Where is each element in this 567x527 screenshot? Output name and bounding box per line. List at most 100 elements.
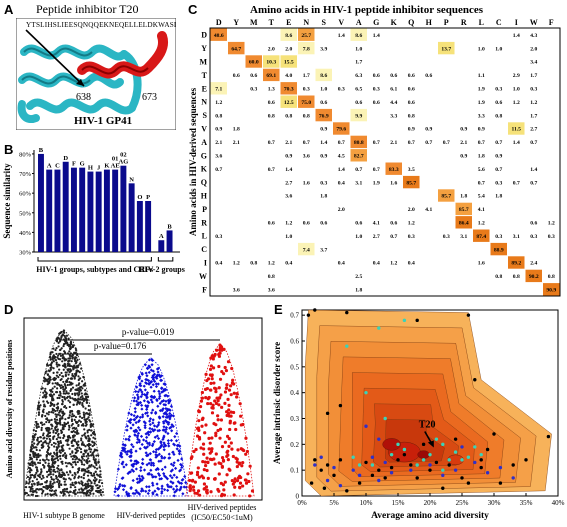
diversity-point xyxy=(231,378,235,382)
peptide-point xyxy=(428,463,432,467)
column-label: F xyxy=(549,18,554,27)
diversity-point xyxy=(62,343,66,346)
diversity-point xyxy=(62,338,66,341)
diversity-point xyxy=(80,451,83,454)
diversity-point xyxy=(50,494,53,497)
heatmap-cell xyxy=(298,41,315,55)
bar xyxy=(38,153,44,252)
diversity-point xyxy=(59,386,62,390)
cell-value: 3.6 xyxy=(268,288,275,294)
t20-arrowhead xyxy=(427,440,434,448)
cell-value: 3.1 xyxy=(460,234,467,240)
cell-value: 3.3 xyxy=(478,113,485,119)
diversity-point xyxy=(167,452,171,456)
diversity-point xyxy=(36,481,39,485)
cell-value: 70.3 xyxy=(284,87,294,93)
panel-e: E 0% 5% 10% 15% 20% 25% 30% 35% 40% 0.1 0.2 0.3 0.4 0… xyxy=(268,300,567,527)
diversity-point xyxy=(87,444,90,448)
diversity-point xyxy=(69,343,72,346)
diversity-point xyxy=(62,477,66,481)
diversity-point xyxy=(33,455,36,459)
diversity-point xyxy=(45,487,48,490)
diversity-point xyxy=(60,448,63,452)
cell-value: 0.9 xyxy=(425,127,432,133)
diversity-point xyxy=(84,445,87,448)
diversity-point xyxy=(120,455,124,459)
diversity-point xyxy=(223,440,227,444)
diversity-point xyxy=(87,485,90,489)
diversity-point xyxy=(222,493,227,497)
diversity-point xyxy=(90,434,93,437)
diversity-point xyxy=(86,431,89,434)
diversity-point xyxy=(37,401,40,404)
diversity-point xyxy=(46,401,50,405)
peptide-point xyxy=(325,478,330,483)
diversity-point xyxy=(74,360,77,363)
peptide-point xyxy=(428,468,432,472)
diversity-point xyxy=(181,492,185,496)
diversity-point xyxy=(250,489,255,493)
diversity-point xyxy=(45,454,48,457)
distribution-outline xyxy=(23,329,105,497)
group-bracket xyxy=(37,257,152,262)
diversity-point xyxy=(82,452,85,456)
diversity-point xyxy=(46,419,49,422)
diversity-point xyxy=(54,348,57,352)
diversity-point xyxy=(76,358,79,361)
bar xyxy=(112,169,119,252)
cell-value: 7.8 xyxy=(303,46,310,52)
bar-label: A xyxy=(159,233,164,240)
diversity-point xyxy=(85,455,88,458)
y-tick-label: 50% xyxy=(19,210,32,217)
diversity-point xyxy=(171,487,176,491)
diversity-point xyxy=(42,489,45,492)
diversity-point xyxy=(61,454,64,457)
diversity-point xyxy=(69,352,72,355)
cell-value: 1.9 xyxy=(373,180,380,186)
diversity-point xyxy=(230,381,235,385)
heatmap-cell xyxy=(298,95,315,108)
diversity-point xyxy=(52,429,55,432)
diversity-point xyxy=(98,485,101,488)
diversity-point xyxy=(88,460,91,463)
cell-value: 90.9 xyxy=(546,288,556,294)
protein-label: HIV-1 GP41 xyxy=(74,115,132,127)
heatmap-cell xyxy=(350,149,367,162)
diversity-point xyxy=(247,479,251,484)
heatmap-cell xyxy=(210,82,227,95)
row-label: G xyxy=(201,151,207,160)
diversity-point xyxy=(238,402,242,406)
heatmap-cell xyxy=(350,108,367,122)
peptide-point xyxy=(453,437,458,441)
diversity-point xyxy=(62,472,66,475)
cell-value: 1.4 xyxy=(530,167,537,173)
bar-label: H xyxy=(88,165,93,172)
diversity-point xyxy=(75,456,78,459)
diversity-point xyxy=(197,428,201,432)
peptide-point xyxy=(377,468,381,472)
diversity-point xyxy=(28,480,31,484)
diversity-point xyxy=(146,453,150,457)
diversity-point xyxy=(178,488,182,492)
diversity-point xyxy=(51,387,54,390)
diversity-point xyxy=(46,363,49,366)
diversity-point xyxy=(42,408,45,411)
diversity-point xyxy=(226,360,231,364)
diversity-point xyxy=(64,418,67,421)
cell-value: 1.8 xyxy=(495,194,502,200)
diversity-point xyxy=(240,464,244,468)
diversity-point xyxy=(34,433,37,436)
diversity-point xyxy=(122,465,126,469)
diversity-point xyxy=(91,444,94,448)
diversity-point xyxy=(51,485,54,488)
cell-value: 0.3 xyxy=(530,87,537,93)
diversity-point xyxy=(168,398,172,402)
diversity-point xyxy=(56,470,59,473)
diversity-point xyxy=(136,397,140,401)
diversity-point xyxy=(173,435,177,439)
diversity-point xyxy=(90,463,93,467)
diversity-point xyxy=(39,459,42,462)
diversity-point xyxy=(68,462,71,465)
diversity-point xyxy=(131,469,136,473)
diversity-point xyxy=(57,464,60,467)
